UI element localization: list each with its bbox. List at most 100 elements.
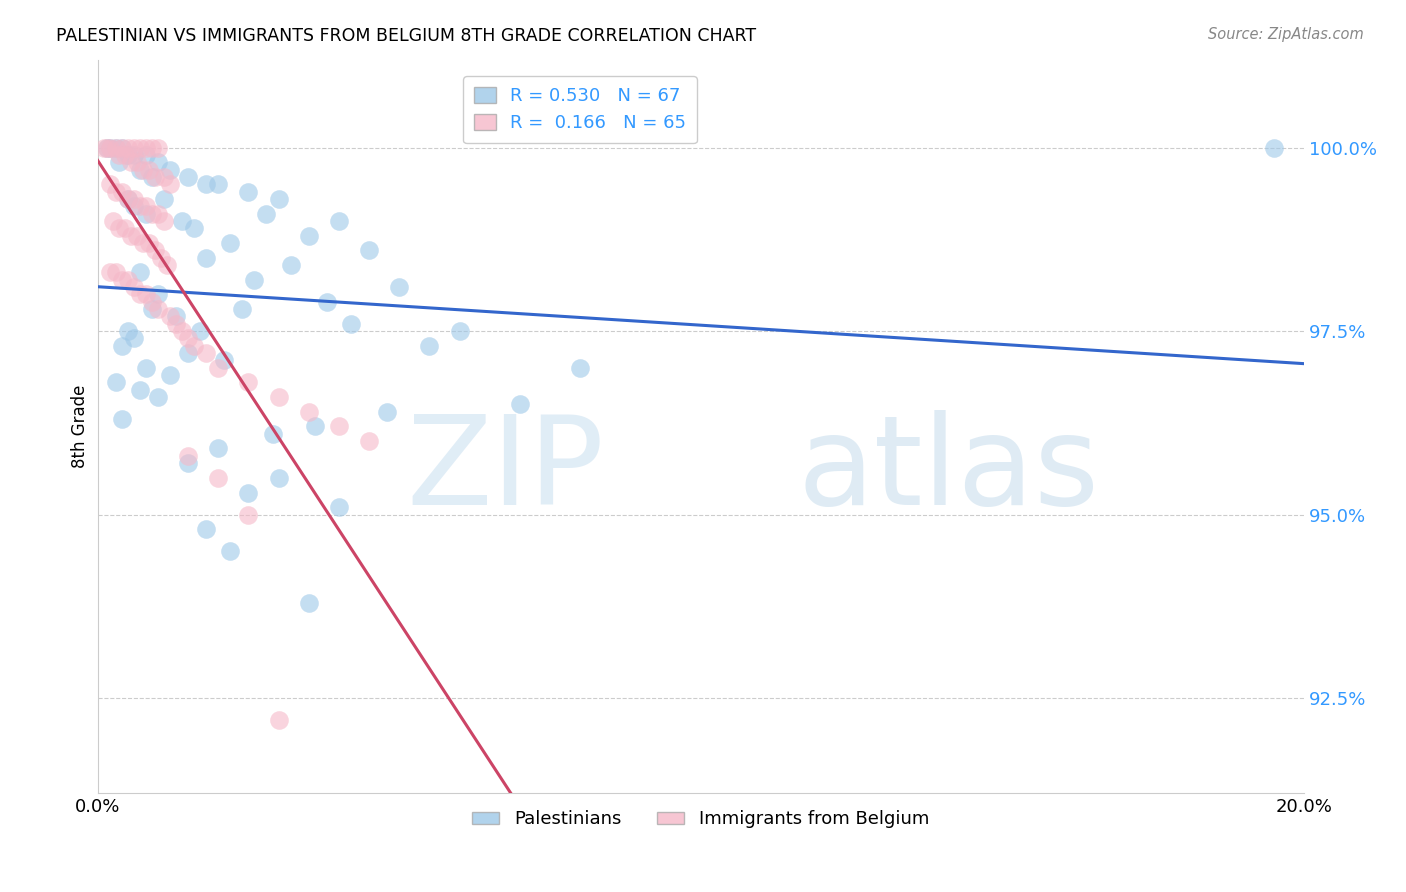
Point	[207, 360, 229, 375]
Point	[328, 419, 350, 434]
Point	[298, 596, 321, 610]
Point	[177, 346, 200, 360]
Point	[304, 419, 326, 434]
Point	[122, 192, 145, 206]
Point	[114, 221, 136, 235]
Point	[132, 235, 155, 250]
Point	[207, 442, 229, 456]
Point	[132, 162, 155, 177]
Point	[177, 331, 200, 345]
Point	[128, 287, 150, 301]
Point	[328, 214, 350, 228]
Point	[212, 353, 235, 368]
Point	[122, 199, 145, 213]
Point	[141, 294, 163, 309]
Point	[177, 456, 200, 470]
Point	[146, 390, 169, 404]
Y-axis label: 8th Grade: 8th Grade	[72, 384, 89, 468]
Point	[267, 713, 290, 727]
Point	[120, 155, 142, 169]
Point	[111, 141, 134, 155]
Point	[267, 192, 290, 206]
Point	[93, 141, 115, 155]
Point	[125, 155, 148, 169]
Point	[122, 148, 145, 162]
Point	[138, 235, 160, 250]
Point	[122, 331, 145, 345]
Point	[98, 141, 121, 155]
Point	[122, 280, 145, 294]
Point	[128, 265, 150, 279]
Point	[135, 207, 157, 221]
Point	[153, 192, 176, 206]
Point	[117, 192, 139, 206]
Point	[122, 141, 145, 155]
Point	[128, 199, 150, 213]
Point	[98, 141, 121, 155]
Point	[207, 471, 229, 485]
Point	[96, 141, 118, 155]
Point	[177, 449, 200, 463]
Text: PALESTINIAN VS IMMIGRANTS FROM BELGIUM 8TH GRADE CORRELATION CHART: PALESTINIAN VS IMMIGRANTS FROM BELGIUM 8…	[56, 27, 756, 45]
Point	[135, 199, 157, 213]
Point	[195, 346, 218, 360]
Point	[298, 405, 321, 419]
Point	[117, 192, 139, 206]
Point	[128, 162, 150, 177]
Point	[328, 500, 350, 515]
Point	[141, 207, 163, 221]
Point	[170, 324, 193, 338]
Point	[267, 471, 290, 485]
Point	[128, 383, 150, 397]
Point	[340, 317, 363, 331]
Point	[238, 508, 260, 522]
Point	[107, 148, 129, 162]
Point	[159, 368, 181, 383]
Point	[104, 185, 127, 199]
Point	[135, 148, 157, 162]
Point	[262, 426, 284, 441]
Point	[107, 155, 129, 169]
Point	[104, 141, 127, 155]
Point	[170, 214, 193, 228]
Point	[183, 339, 205, 353]
Point	[238, 485, 260, 500]
Point	[146, 287, 169, 301]
Point	[96, 141, 118, 155]
Point	[188, 324, 211, 338]
Point	[357, 244, 380, 258]
Point	[104, 141, 127, 155]
Point	[298, 228, 321, 243]
Point	[280, 258, 302, 272]
Point	[141, 169, 163, 184]
Point	[104, 265, 127, 279]
Point	[219, 235, 242, 250]
Point	[243, 273, 266, 287]
Point	[114, 148, 136, 162]
Point	[117, 273, 139, 287]
Point	[267, 390, 290, 404]
Point	[98, 178, 121, 192]
Point	[107, 221, 129, 235]
Point	[149, 251, 172, 265]
Point	[509, 397, 531, 411]
Point	[146, 301, 169, 316]
Text: atlas: atlas	[797, 410, 1099, 531]
Point	[238, 185, 260, 199]
Point	[165, 310, 187, 324]
Point	[153, 214, 176, 228]
Point	[238, 376, 260, 390]
Point	[231, 301, 253, 316]
Point	[159, 310, 181, 324]
Point	[128, 141, 150, 155]
Point	[111, 412, 134, 426]
Point	[1263, 141, 1285, 155]
Point	[111, 141, 134, 155]
Point	[141, 141, 163, 155]
Point	[117, 324, 139, 338]
Point	[195, 178, 218, 192]
Point	[143, 169, 166, 184]
Point	[135, 360, 157, 375]
Point	[357, 434, 380, 449]
Point	[135, 141, 157, 155]
